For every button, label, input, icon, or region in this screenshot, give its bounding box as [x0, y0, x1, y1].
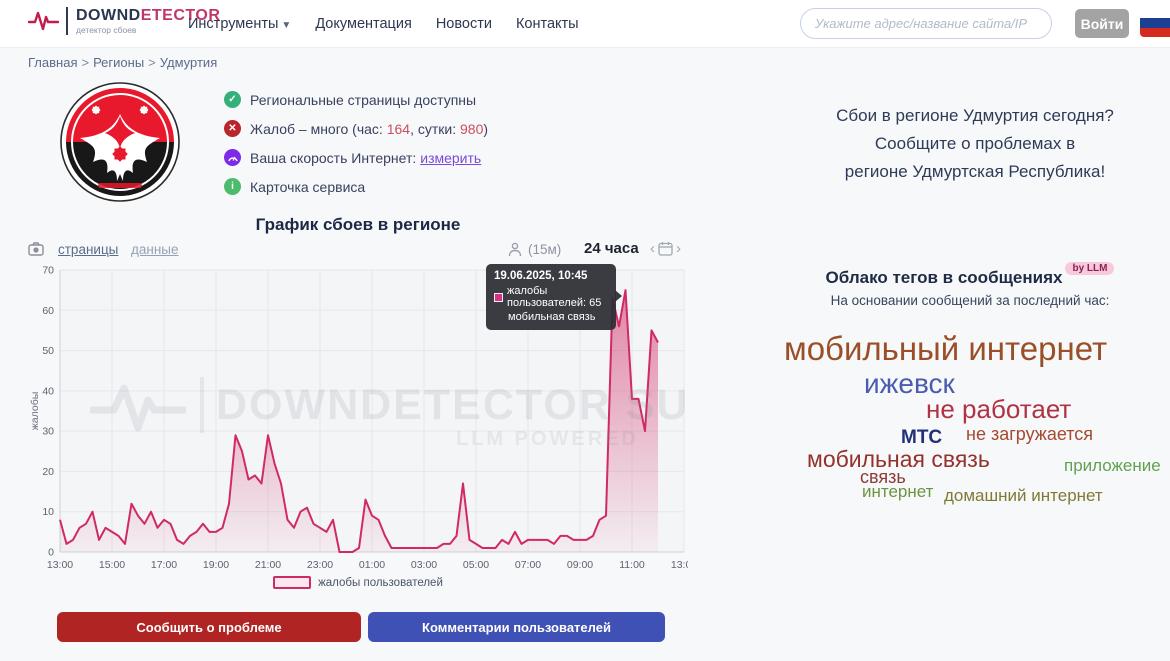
nav-item-1[interactable]: Документация [315, 16, 412, 32]
svg-text:09:00: 09:00 [567, 559, 593, 571]
series-swatch [494, 292, 503, 302]
nav-item-0[interactable]: Инструменты ▼ [188, 16, 292, 32]
check-icon: ✓ [224, 91, 241, 108]
prev-day-arrow[interactable]: ‹ [650, 240, 655, 257]
heartbeat-icon [28, 11, 60, 31]
svg-text:23:00: 23:00 [307, 559, 333, 571]
person-icon[interactable] [508, 242, 522, 260]
udmurtia-emblem [58, 80, 182, 204]
svg-text:11:00: 11:00 [619, 559, 645, 571]
tag-1[interactable]: ижевск [864, 368, 955, 399]
info-icon: i [224, 178, 241, 195]
speedometer-icon [224, 149, 241, 166]
legend-swatch [273, 576, 312, 589]
breadcrumb-separator: > [81, 55, 90, 70]
date-navigation: ‹ › [650, 240, 681, 257]
tag-5[interactable]: мобильная связь [807, 446, 990, 472]
user-comments-button[interactable]: Комментарии пользователей [368, 612, 665, 642]
breadcrumb-item-1[interactable]: Регионы [93, 55, 145, 70]
status-list: ✓ Региональные страницы доступны ✕ Жалоб… [224, 85, 488, 201]
svg-text:13:00: 13:00 [47, 559, 73, 571]
svg-text:жалобы: жалобы [29, 392, 41, 431]
status-row-speedtest: Ваша скорость Интернет: измерить [224, 143, 488, 172]
svg-text:19:00: 19:00 [203, 559, 229, 571]
tag-4[interactable]: не загружается [966, 424, 1094, 444]
status-row-complaints: ✕ Жалоб – много (час: 164, сутки: 980) [224, 114, 488, 143]
main-nav: Инструменты ▼ Документация Новости Контакты [188, 0, 579, 48]
interval-selector[interactable]: (15м) [528, 242, 562, 257]
status-row-service-card: i Карточка сервиса [224, 172, 488, 201]
svg-text:17:00: 17:00 [151, 559, 177, 571]
tag-8[interactable]: интернет [862, 482, 934, 501]
complaints-hour-count: 164 [386, 120, 411, 137]
measure-link[interactable]: измерить [420, 149, 482, 166]
tag-3[interactable]: МТС [901, 427, 943, 448]
nav-item-2[interactable]: Новости [435, 16, 492, 32]
tag-0[interactable]: мобильный интернет [784, 330, 1108, 367]
svg-text:05:00: 05:00 [463, 559, 489, 571]
svg-text:30: 30 [42, 426, 54, 438]
breadcrumb: Главная > Регионы > Удмуртия [28, 55, 217, 70]
complaints-day-count: 980 [460, 120, 484, 137]
svg-text:0: 0 [48, 547, 54, 559]
brand-tagline: детектор сбоев [76, 24, 137, 35]
cross-icon: ✕ [224, 120, 241, 137]
chevron-down-icon: ▼ [281, 20, 292, 31]
brand-name: DOWNDETECTOR [76, 6, 221, 24]
tag-7[interactable]: связь [860, 467, 906, 487]
calendar-icon[interactable] [658, 241, 673, 256]
tab-data[interactable]: данные [131, 242, 179, 257]
svg-text:10: 10 [42, 506, 54, 518]
header: DOWNDETECTOR детектор сбоев Инструменты ▼… [0, 0, 1170, 48]
service-card-label[interactable]: Карточка сервиса [250, 178, 366, 195]
next-day-arrow[interactable]: › [676, 240, 681, 257]
tag-2[interactable]: не работает [926, 394, 1072, 424]
breadcrumb-separator: > [148, 55, 156, 70]
status-complaints-label: Жалоб – много (час: 164, сутки: 980) [250, 120, 489, 137]
tag-9[interactable]: домашний интернет [944, 486, 1103, 505]
svg-text:20: 20 [42, 466, 54, 478]
svg-text:50: 50 [42, 345, 54, 357]
svg-text:70: 70 [42, 265, 54, 277]
tab-pages[interactable]: страницы [58, 242, 119, 257]
tagcloud-title: Облако тегов в сообщениях by LLM [770, 262, 1170, 288]
tag-6[interactable]: приложение [1064, 456, 1161, 475]
russia-flag-icon[interactable] [1140, 9, 1170, 37]
search-input[interactable] [800, 8, 1052, 39]
report-problem-button[interactable]: Сообщить о проблеме [57, 612, 361, 642]
svg-text:07:00: 07:00 [515, 559, 541, 571]
svg-text:13:00: 13:00 [671, 559, 688, 571]
status-available-label: Региональные страницы доступны [250, 91, 477, 108]
svg-text:01:00: 01:00 [359, 559, 385, 571]
svg-text:40: 40 [42, 385, 54, 397]
breadcrumb-item-2[interactable]: Удмуртия [159, 55, 218, 70]
login-button[interactable]: Войти [1075, 9, 1129, 38]
status-row-available: ✓ Региональные страницы доступны [224, 85, 488, 114]
tagcloud-subtitle: На основании сообщений за последний час: [830, 293, 1110, 308]
chart-legend: жалобы пользователей [28, 576, 688, 589]
by-llm-badge: by LLM [1065, 262, 1115, 275]
svg-text:60: 60 [42, 305, 54, 317]
breadcrumb-item-0[interactable]: Главная [28, 55, 78, 70]
svg-text:15:00: 15:00 [99, 559, 125, 571]
svg-text:03:00: 03:00 [411, 559, 437, 571]
nav-item-3[interactable]: Контакты [515, 16, 579, 32]
chart-title: График сбоев в регионе [255, 215, 461, 234]
chart-toolbar: страницы данные (15м) 24 часа ‹ › [28, 240, 688, 262]
svg-text:21:00: 21:00 [255, 559, 281, 571]
outage-chart[interactable]: DOWNDETECTOR SU LLM POWERED 010203040506… [28, 262, 697, 598]
logo-divider [66, 7, 68, 35]
speedtest-label: Ваша скорость Интернет: [250, 149, 417, 166]
camera-icon[interactable] [28, 242, 44, 259]
chart-tooltip: 19.06.2025, 10:45 жалобы пользователей: … [486, 264, 622, 330]
site-logo[interactable]: DOWNDETECTOR детектор сбоев [28, 7, 220, 35]
tag-cloud: мобильный интернет ижевск не работает МТС не… [770, 330, 1170, 520]
promo-text: Сбои в регионе Удмуртия сегодня? Сообщит… [836, 106, 1114, 181]
range-selector[interactable]: 24 часа [584, 240, 639, 257]
